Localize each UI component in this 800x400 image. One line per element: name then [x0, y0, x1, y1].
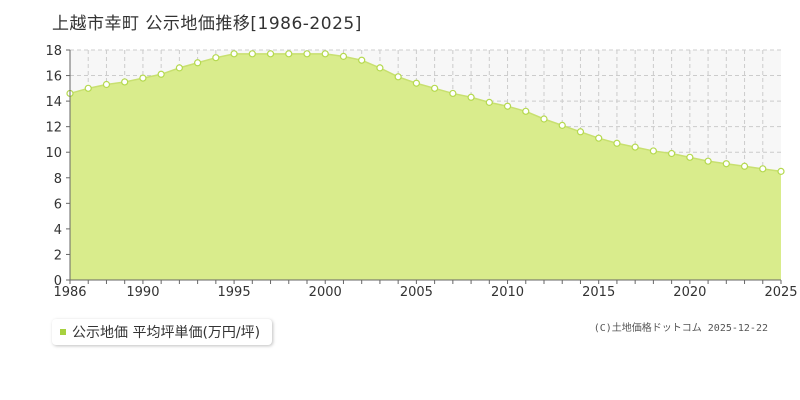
data-point — [339, 52, 348, 60]
y-tick-label: 12 — [45, 121, 62, 136]
data-point — [540, 115, 548, 123]
data-point — [558, 121, 566, 129]
data-point — [595, 134, 603, 142]
y-tick-label: 10 — [45, 146, 62, 161]
data-point — [649, 147, 657, 155]
y-tick-label: 6 — [54, 197, 62, 212]
data-point — [704, 157, 712, 165]
data-point — [613, 139, 621, 147]
series-line — [69, 53, 782, 173]
data-point — [668, 149, 676, 158]
data-point — [467, 93, 475, 101]
data-point — [522, 107, 530, 115]
legend-label: 公示地価 平均坪単価(万円/坪) — [72, 325, 261, 341]
data-point — [358, 56, 366, 64]
data-point — [157, 70, 165, 78]
x-tick-label: 1990 — [126, 285, 159, 300]
data-point — [194, 59, 202, 67]
data-point — [412, 79, 420, 87]
data-point — [485, 98, 493, 106]
data-point — [139, 74, 147, 82]
data-point — [84, 84, 92, 92]
data-point — [759, 165, 767, 173]
series-area — [70, 53, 781, 281]
data-point — [431, 84, 439, 92]
x-tick-label: 2020 — [673, 285, 706, 300]
x-tick-label: 2005 — [400, 285, 433, 300]
data-point — [212, 54, 220, 62]
y-tick-label: 14 — [45, 95, 62, 110]
data-point — [777, 167, 785, 175]
x-tick-label: 2015 — [582, 285, 615, 300]
y-tick-label: 2 — [54, 248, 62, 263]
data-point — [266, 50, 275, 58]
data-point — [248, 50, 256, 58]
chart-title: 上越市幸町 公示地価推移[1986-2025] — [52, 14, 362, 34]
data-point — [102, 80, 111, 89]
data-point — [686, 153, 694, 161]
data-point — [285, 50, 293, 58]
data-point — [376, 64, 384, 72]
data-point — [576, 128, 585, 136]
data-point — [230, 50, 238, 58]
y-tick-label: 18 — [45, 44, 62, 59]
data-point — [449, 89, 457, 98]
y-tick-label: 8 — [54, 172, 62, 187]
data-point — [303, 50, 311, 58]
data-point — [631, 143, 639, 151]
x-tick-label: 2025 — [764, 285, 797, 300]
y-tick-label: 4 — [54, 223, 62, 238]
legend: 公示地価 平均坪単価(万円/坪) — [52, 319, 273, 345]
x-tick-label: 1995 — [218, 285, 251, 300]
data-point — [321, 50, 329, 58]
data-point — [722, 160, 730, 168]
y-tick-label: 16 — [45, 70, 62, 85]
copyright-text: (C)土地価格ドットコム 2025-12-22 — [593, 323, 768, 334]
data-point — [121, 78, 129, 86]
data-point — [503, 102, 512, 110]
legend-swatch — [60, 329, 66, 335]
x-tick-label: 2000 — [309, 285, 342, 300]
data-point — [175, 64, 183, 72]
data-point — [394, 73, 402, 81]
data-point — [740, 162, 749, 170]
y-tick-label: 0 — [54, 274, 62, 289]
chart-svg: 0 2 4 6 8 10 12 14 16 18 1986 1990 1995 2000 2005 2010 2… — [45, 44, 797, 300]
x-tick-label: 1986 — [53, 285, 86, 300]
x-tick-label: 2010 — [491, 285, 524, 300]
